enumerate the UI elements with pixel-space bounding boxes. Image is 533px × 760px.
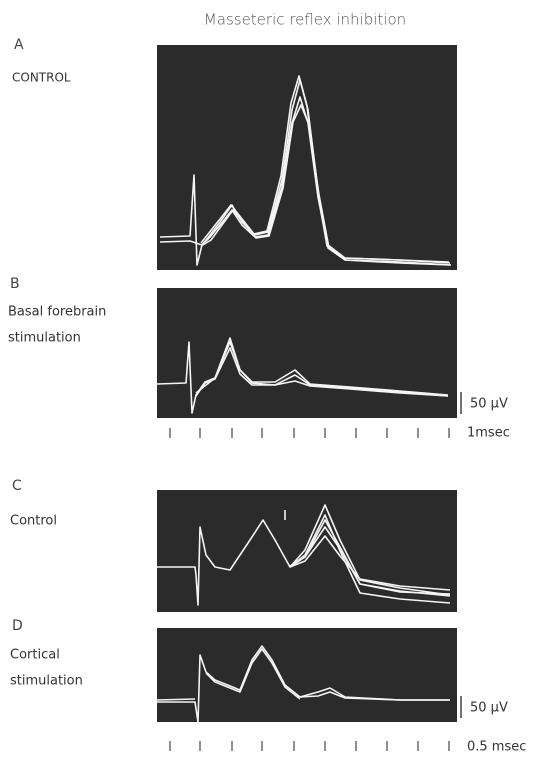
panel-letter: C [12,478,22,494]
time-ticks [170,741,449,751]
panel-label: Cortical [10,648,60,663]
panel-letter: A [14,37,24,53]
scale-amplitude: 50 μV [470,701,508,716]
scale-time: 1msec [467,426,510,441]
time-ticks [170,428,449,438]
panel-label: stimulation [8,331,81,346]
oscilloscope-panel [157,45,457,270]
panel-label: CONTROL [12,71,71,85]
page: {"title": "Masseteric reflex inhibition"… [0,0,533,760]
panel-label: Control [10,514,57,529]
oscilloscope-panel [157,288,457,418]
figure-title: Masseteric reflex inhibition [204,11,406,29]
panel-letter: D [12,618,23,634]
panel-label: stimulation [10,674,83,689]
scale-time: 0.5 msec [467,740,526,755]
panel-letter: B [10,276,20,292]
scale-amplitude: 50 μV [470,397,508,412]
figure: Masseteric reflex inhibition A CONTROL B… [0,0,533,760]
panel-label: Basal forebrain [8,305,106,320]
oscilloscope-panel [157,628,457,722]
